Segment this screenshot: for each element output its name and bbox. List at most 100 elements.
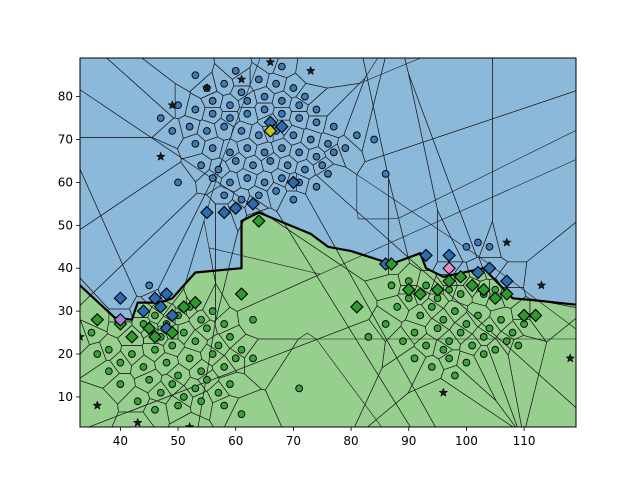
point-circle-1-23 — [168, 380, 177, 388]
point-diamond-4-0 — [263, 124, 278, 138]
point-circle-1-12 — [231, 354, 240, 363]
point-circle-0-44 — [231, 157, 240, 165]
point-circle-0-39 — [295, 148, 304, 157]
point-diamond-3-21 — [517, 308, 531, 323]
point-circle-1-67 — [433, 324, 442, 333]
point-circle-0-29 — [289, 131, 298, 140]
point-diamond-3-17 — [465, 278, 479, 293]
point-circle-0-50 — [208, 174, 217, 182]
x-tick-label: 100 — [455, 434, 478, 448]
point-star-7-1 — [92, 400, 103, 410]
point-star-7-4 — [201, 82, 212, 93]
point-diamond-3-7 — [188, 295, 203, 310]
point-star-7-10 — [438, 387, 449, 397]
point-circle-1-42 — [151, 405, 159, 414]
point-diamond-3-11 — [384, 257, 399, 271]
point-diamond-3-6 — [177, 300, 191, 314]
point-diamond-3-3 — [142, 321, 156, 336]
point-circle-0-37 — [260, 148, 269, 157]
point-circle-1-47 — [249, 354, 257, 363]
point-circle-1-21 — [145, 375, 154, 384]
point-circle-0-40 — [312, 152, 321, 161]
point-circle-1-68 — [445, 337, 453, 346]
point-circle-0-3 — [254, 75, 263, 84]
point-circle-0-63 — [156, 114, 165, 122]
point-diamond-2-16 — [442, 248, 456, 263]
point-circle-1-18 — [214, 341, 223, 350]
point-circle-0-16 — [226, 114, 234, 122]
point-circle-1-48 — [249, 315, 257, 324]
point-circle-0-51 — [226, 178, 234, 187]
voronoi-cell — [80, 137, 182, 230]
point-star-7-9 — [184, 421, 195, 427]
point-circle-0-45 — [249, 161, 257, 170]
point-circle-1-46 — [237, 410, 246, 418]
x-tick-label: 110 — [513, 434, 536, 448]
point-circle-1-1 — [104, 345, 113, 354]
point-diamond-3-19 — [488, 291, 503, 306]
point-circle-1-2 — [116, 358, 125, 367]
point-circle-0-31 — [324, 139, 332, 148]
point-circle-1-90 — [451, 371, 459, 380]
point-diamond-2-0 — [113, 291, 128, 306]
voronoi-cell — [167, 411, 214, 427]
point-circle-0-67 — [278, 62, 286, 71]
point-circle-1-17 — [203, 324, 211, 333]
point-diamond-2-1 — [136, 304, 151, 318]
voronoi-cell — [525, 317, 576, 427]
voronoi-cell — [183, 220, 216, 312]
point-circle-0-48 — [301, 165, 309, 174]
point-circle-0-21 — [312, 118, 321, 127]
point-diamond-2-12 — [275, 119, 289, 134]
point-circle-1-44 — [197, 397, 205, 406]
y-axis: 10 20 30 40 50 60 70 80 — [58, 90, 80, 404]
point-circle-0-46 — [266, 157, 275, 165]
point-diamond-3-4 — [148, 330, 162, 344]
voronoi-cell — [111, 411, 155, 427]
x-tick-label: 90 — [401, 434, 416, 448]
voronoi-cell — [80, 341, 107, 379]
point-circle-1-60 — [485, 324, 494, 333]
point-circle-0-24 — [203, 127, 211, 135]
voronoi-cell — [250, 58, 279, 75]
point-circle-0-7 — [208, 97, 217, 105]
point-circle-1-52 — [393, 303, 402, 311]
voronoi-cell — [343, 58, 386, 153]
point-circle-0-12 — [295, 101, 304, 110]
point-circle-0-64 — [174, 101, 182, 110]
point-star-7-5 — [236, 74, 247, 84]
point-circle-1-10 — [208, 350, 217, 358]
point-diamond-3-14 — [430, 282, 445, 297]
point-circle-1-62 — [508, 328, 517, 337]
data-points — [80, 58, 576, 427]
point-circle-0-71 — [324, 169, 332, 178]
point-circle-1-29 — [116, 380, 125, 388]
voronoi-cell — [356, 90, 576, 220]
point-circle-1-58 — [462, 320, 471, 328]
point-circle-0-11 — [278, 97, 286, 105]
voronoi-cell — [80, 89, 378, 427]
point-diamond-3-13 — [413, 287, 428, 301]
point-circle-0-9 — [243, 97, 252, 105]
point-circle-1-3 — [128, 350, 136, 358]
point-star-7-12 — [536, 280, 547, 290]
point-circle-1-89 — [439, 345, 448, 354]
point-circle-0-59 — [254, 191, 263, 200]
point-circle-0-70 — [381, 169, 390, 178]
voronoi-cell — [495, 330, 515, 356]
point-circle-0-27 — [254, 131, 263, 140]
voronoi-cell — [208, 247, 322, 312]
decision-boundary — [80, 211, 576, 321]
point-circle-1-41 — [133, 397, 142, 406]
voronoi-cell — [523, 221, 576, 308]
point-diamond-3-12 — [401, 282, 416, 297]
point-circle-0-19 — [278, 109, 286, 118]
point-circle-0-22 — [329, 122, 338, 131]
y-tick-label: 50 — [58, 218, 73, 232]
point-circle-1-56 — [439, 315, 448, 324]
point-star-7-2 — [132, 417, 143, 427]
voronoi-cell — [261, 126, 274, 144]
point-circle-0-49 — [318, 161, 327, 170]
point-circle-1-88 — [422, 281, 430, 290]
